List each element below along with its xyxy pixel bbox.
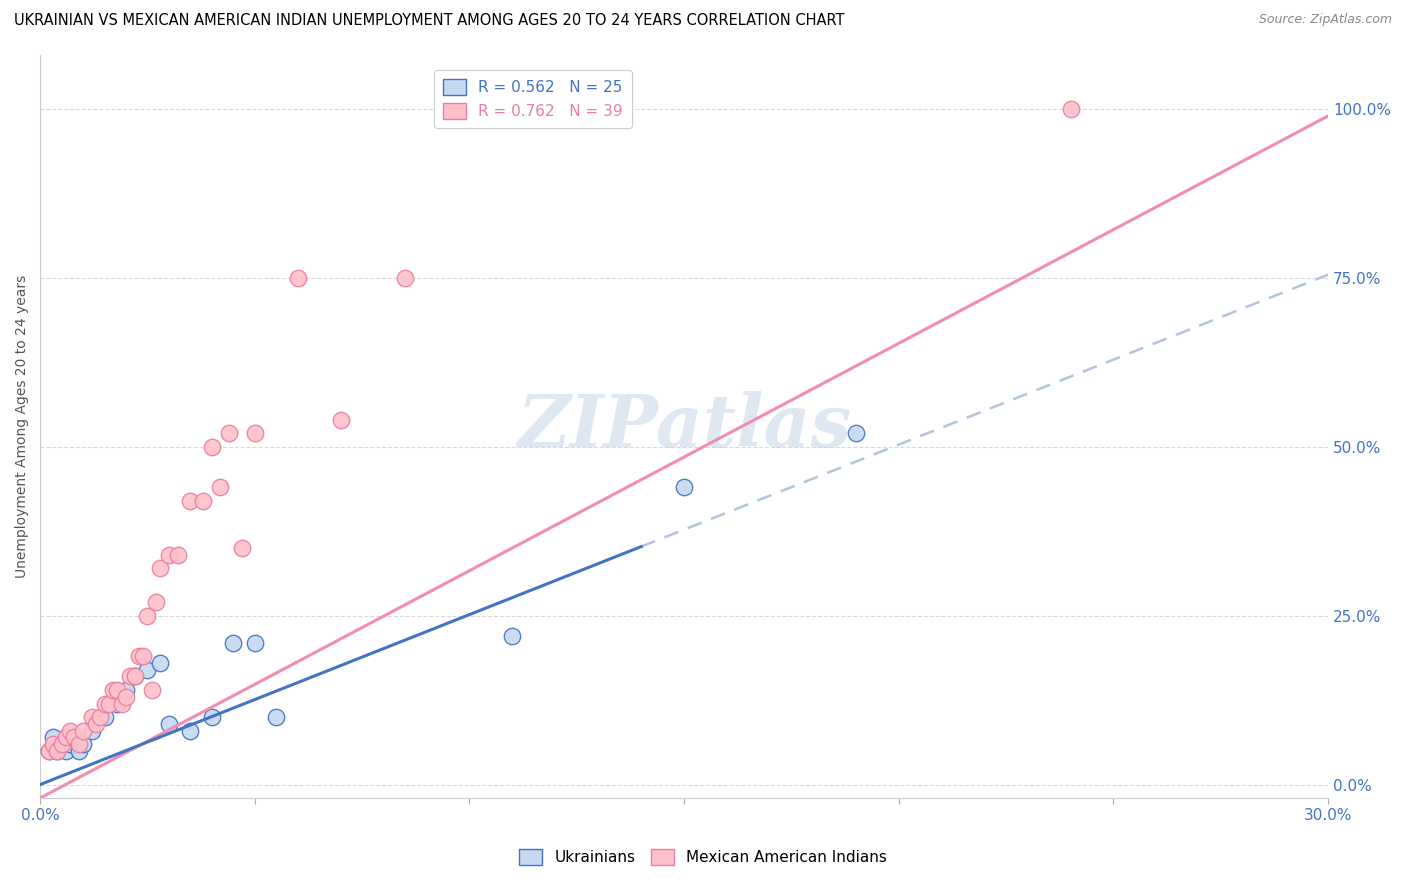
- Point: [136, 663, 159, 677]
- Point: [115, 683, 138, 698]
- Point: [42, 731, 65, 745]
- Point: [63, 731, 86, 745]
- Legend: R = 0.562   N = 25, R = 0.762   N = 39: R = 0.562 N = 25, R = 0.762 N = 39: [434, 70, 633, 128]
- Point: [55, 744, 77, 758]
- Point: [105, 683, 128, 698]
- Point: [55, 731, 77, 745]
- Point: [209, 480, 232, 494]
- Point: [51, 737, 73, 751]
- Point: [201, 710, 224, 724]
- Point: [115, 690, 138, 704]
- Text: ZIPatlas: ZIPatlas: [517, 391, 851, 462]
- Point: [72, 723, 94, 738]
- Point: [673, 480, 696, 494]
- Point: [38, 744, 60, 758]
- Point: [80, 710, 103, 724]
- Point: [120, 669, 142, 683]
- Text: Source: ZipAtlas.com: Source: ZipAtlas.com: [1258, 13, 1392, 27]
- Point: [38, 744, 60, 758]
- Point: [243, 426, 266, 441]
- Point: [97, 697, 120, 711]
- Point: [287, 271, 309, 285]
- Point: [59, 737, 82, 751]
- Point: [80, 723, 103, 738]
- Point: [59, 723, 82, 738]
- Point: [51, 737, 73, 751]
- Point: [231, 541, 253, 556]
- Point: [67, 744, 90, 758]
- Point: [84, 716, 107, 731]
- Point: [105, 697, 128, 711]
- Point: [124, 669, 146, 683]
- Point: [394, 271, 416, 285]
- Legend: Ukrainians, Mexican American Indians: Ukrainians, Mexican American Indians: [513, 843, 893, 871]
- Point: [101, 683, 124, 698]
- Point: [111, 697, 134, 711]
- Point: [179, 494, 201, 508]
- Point: [141, 683, 163, 698]
- Point: [201, 440, 224, 454]
- Y-axis label: Unemployment Among Ages 20 to 24 years: Unemployment Among Ages 20 to 24 years: [15, 275, 30, 578]
- Point: [501, 629, 523, 643]
- Point: [145, 595, 167, 609]
- Point: [179, 723, 201, 738]
- Point: [218, 426, 240, 441]
- Point: [136, 608, 159, 623]
- Point: [1059, 102, 1081, 116]
- Point: [42, 737, 65, 751]
- Point: [845, 426, 868, 441]
- Point: [157, 548, 180, 562]
- Point: [63, 731, 86, 745]
- Point: [243, 636, 266, 650]
- Point: [149, 656, 172, 670]
- Point: [132, 649, 155, 664]
- Point: [128, 649, 150, 664]
- Point: [166, 548, 188, 562]
- Point: [157, 716, 180, 731]
- Point: [93, 697, 115, 711]
- Point: [46, 744, 69, 758]
- Point: [222, 636, 245, 650]
- Point: [329, 413, 352, 427]
- Point: [89, 710, 111, 724]
- Point: [46, 744, 69, 758]
- Point: [72, 737, 94, 751]
- Point: [124, 669, 146, 683]
- Text: UKRAINIAN VS MEXICAN AMERICAN INDIAN UNEMPLOYMENT AMONG AGES 20 TO 24 YEARS CORR: UKRAINIAN VS MEXICAN AMERICAN INDIAN UNE…: [14, 13, 845, 29]
- Point: [93, 710, 115, 724]
- Point: [67, 737, 90, 751]
- Point: [193, 494, 215, 508]
- Point: [264, 710, 287, 724]
- Point: [149, 561, 172, 575]
